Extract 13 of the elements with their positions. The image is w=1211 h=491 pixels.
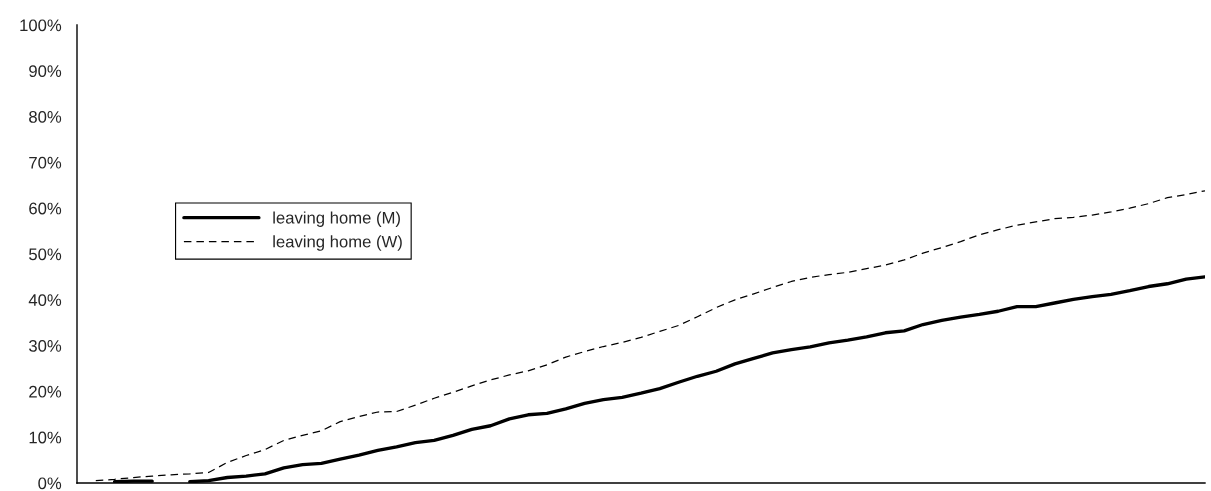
y-tick-label: 100% (20, 19, 62, 32)
y-tick-label: 60% (29, 202, 62, 215)
y-tick-label: 80% (29, 111, 62, 123)
y-tick-label: 30% (29, 340, 62, 352)
y-tick-label: 0% (38, 477, 62, 490)
y-tick-label: 20% (29, 385, 62, 398)
legend-label: leaving home (M) (273, 211, 400, 227)
y-tick-label: 10% (29, 431, 62, 444)
legend-label: leaving home (W) (273, 235, 402, 251)
y-tick-label: 70% (29, 156, 62, 169)
y-tick-label: 40% (28, 294, 62, 306)
y-tick-label: 50% (29, 248, 62, 261)
y-tick-label: 90% (29, 65, 62, 77)
